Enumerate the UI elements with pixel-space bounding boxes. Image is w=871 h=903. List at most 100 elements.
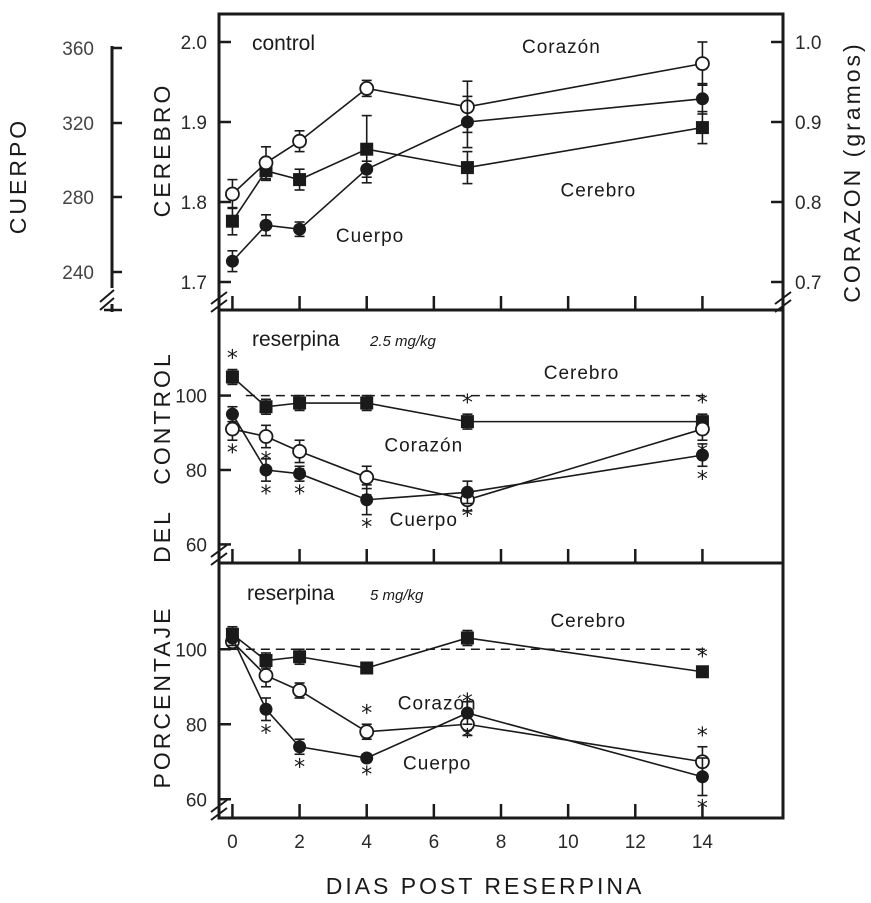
x-tick-label: 0 (227, 832, 238, 853)
y-tick-label: 2.0 (181, 33, 207, 54)
significance-star: * (462, 391, 473, 416)
series-line (231, 126, 703, 222)
percent-label-word-control: CONTROL (149, 351, 175, 484)
y-tick-label: 60 (186, 535, 207, 556)
y-tick-label: 100 (175, 387, 207, 408)
reserpina-2-5-panel: reserpina 2.5 mg/kg 1008060*************… (175, 308, 785, 566)
x-tick-label: 14 (692, 832, 714, 853)
percent-label-word-porcentaje: PORCENTAJE (149, 606, 175, 789)
series-label: Cuerpo (336, 226, 404, 247)
x-tick-label: 8 (496, 832, 507, 853)
cuerpo-axis: 360 320 280 240 CUERPO (5, 39, 122, 312)
x-tick-label: 12 (625, 832, 646, 853)
data-point-square (695, 665, 709, 679)
significance-star: * (227, 441, 238, 466)
data-point-square (460, 631, 474, 645)
data-point-open-circle (258, 155, 274, 171)
series-line (231, 637, 703, 778)
data-point-filled-circle (293, 740, 307, 754)
data-point-square (460, 415, 474, 429)
panel-title: reserpina (247, 582, 335, 605)
data-point-filled-circle (460, 706, 474, 720)
series-line (231, 98, 703, 262)
y-tick-label: 100 (175, 640, 207, 661)
significance-star: * (227, 347, 238, 372)
data-point-open-circle (258, 429, 274, 444)
percent-axis-title: PORCENTAJE DEL CONTROL (149, 351, 175, 788)
reserpina-5-panel: reserpina 5 mg/kg 0 2 4 6 8 10 12 141008060****… (175, 561, 785, 853)
right-y-tick-label: 1.0 (795, 33, 821, 54)
data-point-filled-circle (293, 467, 307, 481)
data-point-filled-circle (695, 770, 709, 784)
series-cuerpo: * * * * * (225, 629, 709, 822)
data-point-filled-circle (460, 485, 474, 499)
significance-star: * (294, 482, 305, 507)
data-point-filled-circle (360, 162, 374, 176)
data-point-square (225, 370, 239, 384)
data-point-filled-circle (225, 407, 239, 421)
panel-dose: 2.5 mg/kg (369, 333, 437, 350)
axis-break (210, 799, 228, 821)
data-point-open-circle (359, 724, 375, 740)
significance-star: * (361, 701, 372, 726)
significance-star: * (697, 724, 708, 749)
x-tick-label: 6 (429, 832, 440, 853)
data-point-filled-circle (460, 115, 474, 129)
y-tick-label: 1.8 (181, 193, 207, 214)
right-y-tick-label: 0.9 (795, 113, 821, 134)
data-point-square (460, 161, 474, 175)
data-point-square (360, 142, 374, 156)
significance-star: * (361, 763, 372, 788)
y-tick-label: 1.7 (181, 273, 207, 294)
data-point-open-circle (292, 133, 307, 149)
data-point-filled-circle (360, 751, 374, 765)
series-cuerpo: * * * * * (225, 405, 709, 541)
cuerpo-tick-label: 280 (62, 188, 94, 209)
data-point-square (360, 661, 374, 675)
y-tick-label: 60 (186, 790, 207, 811)
y-tick-label: 80 (186, 461, 207, 482)
significance-star: * (462, 725, 473, 750)
cuerpo-axis-break (99, 289, 115, 311)
series-label: Cuerpo (403, 753, 471, 774)
data-point-open-circle (225, 186, 240, 202)
data-point-square (360, 396, 374, 410)
series-label: Corazón (522, 37, 601, 58)
series-label: Cerebro (561, 180, 637, 201)
data-point-square (695, 121, 709, 135)
significance-star: * (261, 722, 272, 747)
series-label: Cuerpo (390, 510, 458, 531)
data-point-open-circle (292, 683, 307, 698)
series-label: Cerebro (544, 363, 620, 384)
data-point-open-circle (695, 56, 710, 71)
cuerpo-tick-label: 240 (62, 263, 94, 284)
data-point-square (293, 650, 307, 664)
cerebro-axis-title: CEREBRO (149, 83, 175, 218)
data-point-filled-circle (225, 254, 239, 268)
control-panel: CEREBRO CORAZON (gramos) control 2.0 1.0 1… (149, 12, 865, 313)
y-tick-label: 80 (186, 715, 207, 736)
cuerpo-tick-label: 360 (62, 39, 94, 60)
significance-star: * (697, 391, 708, 416)
x-tick-label: 10 (558, 832, 579, 853)
series-line (231, 641, 703, 763)
data-point-open-circle (359, 470, 375, 485)
x-tick-label: 4 (361, 832, 372, 853)
panel-title: control (252, 32, 315, 55)
cuerpo-tick-label: 320 (62, 114, 94, 135)
data-point-open-circle (292, 443, 307, 459)
data-point-filled-circle (695, 92, 709, 106)
series-cerebro: * (225, 625, 709, 679)
significance-star: * (294, 755, 305, 780)
data-point-open-circle (258, 668, 274, 683)
right-y-tick-label: 0.7 (795, 273, 821, 294)
series-cuerpo (225, 82, 709, 273)
corazon-axis-title: CORAZON (gramos) (839, 41, 865, 302)
data-point-filled-circle (695, 448, 709, 462)
data-point-filled-circle (293, 222, 307, 236)
data-point-filled-circle (259, 218, 273, 232)
series-line (231, 62, 703, 195)
series-label: Corazón (384, 435, 463, 456)
series-label: Corazón (398, 693, 477, 714)
